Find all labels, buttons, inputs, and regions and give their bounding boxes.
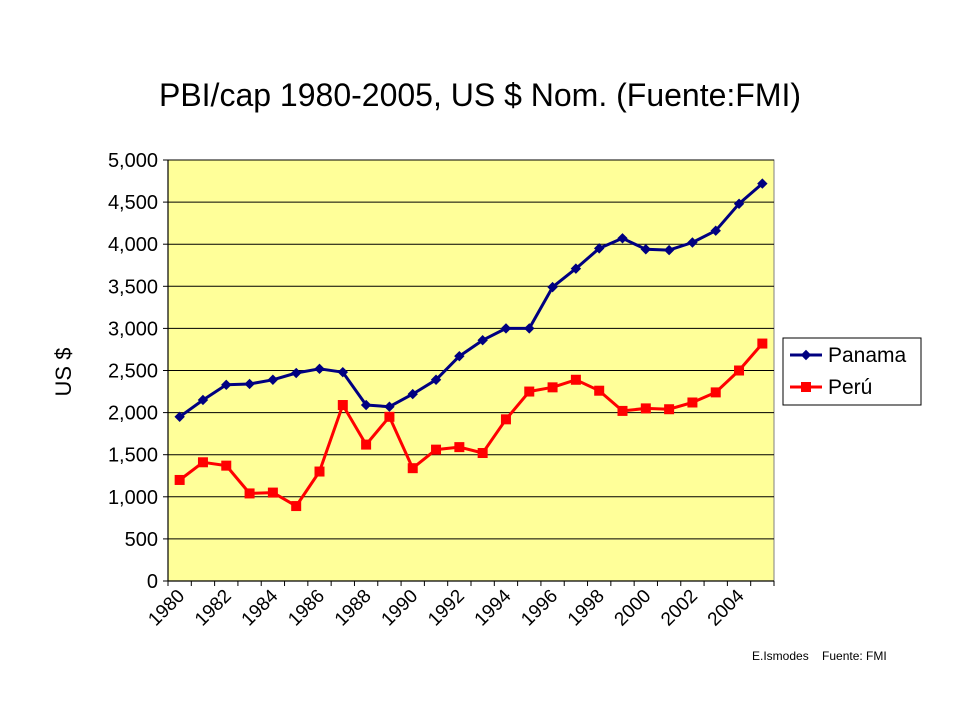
y-tick-label: 4,000 xyxy=(108,234,158,256)
data-point xyxy=(221,379,232,391)
data-point xyxy=(477,334,488,346)
x-tick-label: 2000 xyxy=(611,586,656,631)
data-point xyxy=(314,466,325,477)
data-point xyxy=(407,463,418,474)
data-point xyxy=(640,244,652,255)
data-point xyxy=(337,400,348,411)
data-point xyxy=(384,401,395,412)
data-point xyxy=(454,350,465,362)
data-point xyxy=(221,460,232,471)
y-tick-label: 1,500 xyxy=(108,445,158,467)
x-tick-label: 2002 xyxy=(657,586,702,631)
x-tick-label: 1988 xyxy=(331,586,376,631)
data-point xyxy=(244,488,255,499)
legend: Panama Perú xyxy=(782,337,922,406)
data-point xyxy=(570,263,582,274)
data-point xyxy=(244,378,255,390)
data-point xyxy=(337,366,349,378)
data-point xyxy=(640,403,651,414)
y-tick-label: 3,500 xyxy=(108,276,158,298)
data-point xyxy=(594,385,605,396)
source-credit: E.Ismodes Fuente: FMI xyxy=(752,649,887,663)
y-tick-label: 2,500 xyxy=(108,361,158,383)
data-point xyxy=(734,365,745,376)
data-point xyxy=(384,411,395,422)
x-tick-label: 2004 xyxy=(704,585,749,630)
x-tick-label: 1990 xyxy=(378,586,423,631)
data-point xyxy=(267,487,278,498)
x-tick-label: 1994 xyxy=(471,585,516,630)
legend-marker xyxy=(800,349,812,361)
legend-label: Panama xyxy=(828,344,907,367)
data-point xyxy=(361,439,372,450)
x-tick-label: 1986 xyxy=(284,586,329,631)
legend-item: Panama xyxy=(790,344,907,367)
data-point xyxy=(500,323,512,334)
y-tick-label: 3,000 xyxy=(108,318,158,340)
series-panama xyxy=(174,178,768,423)
x-tick-label: 1982 xyxy=(191,586,236,631)
legend-item: Perú xyxy=(790,376,872,399)
x-tick-label: 1996 xyxy=(517,586,562,631)
x-tick-label: 1984 xyxy=(238,585,283,630)
data-point xyxy=(593,243,605,254)
y-axis-label: US $ xyxy=(51,348,76,397)
data-point xyxy=(431,444,442,455)
y-axis-ticks: 0 500 1,000 1,500 2,000 2,500 3,000 3,500 4,000 4… xyxy=(108,150,168,593)
data-point xyxy=(430,374,442,385)
data-point xyxy=(687,397,698,408)
data-point xyxy=(710,225,721,236)
data-point xyxy=(617,405,628,416)
data-point xyxy=(197,457,208,468)
series-layer xyxy=(174,178,768,512)
data-point xyxy=(663,244,675,256)
y-tick-label: 5,000 xyxy=(108,150,158,172)
legend-box xyxy=(782,337,922,406)
data-point xyxy=(524,323,535,334)
data-point xyxy=(174,411,185,423)
data-point xyxy=(174,474,185,485)
y-tick-label: 1,000 xyxy=(108,487,158,509)
data-point xyxy=(687,237,698,248)
data-point xyxy=(547,382,558,393)
data-point xyxy=(570,374,581,385)
legend-marker xyxy=(801,382,811,392)
data-point xyxy=(664,404,675,415)
data-point xyxy=(267,374,279,385)
y-tick-label: 4,500 xyxy=(108,192,158,214)
series-peru xyxy=(174,338,768,512)
data-point xyxy=(617,233,628,244)
data-point xyxy=(524,386,535,397)
y-tick-label: 2,000 xyxy=(108,403,158,425)
data-point xyxy=(454,442,465,453)
data-point xyxy=(197,394,209,406)
y-tick-label: 0 xyxy=(147,571,158,593)
x-tick-label: 1998 xyxy=(564,586,609,631)
data-point xyxy=(547,281,558,293)
data-point xyxy=(710,387,721,398)
data-point xyxy=(290,367,302,379)
x-axis-ticks: 1980 1982 1984 1986 1988 1990 1992 1994 1996 1998… xyxy=(144,581,775,631)
chart-title: PBI/cap 1980-2005, US $ Nom. (Fuente:FMI… xyxy=(159,77,801,113)
data-point xyxy=(291,501,302,512)
data-point xyxy=(360,399,372,411)
data-point xyxy=(314,363,325,375)
data-point xyxy=(757,178,768,189)
data-point xyxy=(757,338,768,349)
data-point xyxy=(500,414,511,425)
data-point xyxy=(407,388,418,400)
y-tick-label: 500 xyxy=(125,529,158,551)
x-tick-label: 1992 xyxy=(424,586,469,631)
legend-label: Perú xyxy=(828,376,872,399)
data-point xyxy=(477,448,488,459)
data-point xyxy=(733,198,745,209)
